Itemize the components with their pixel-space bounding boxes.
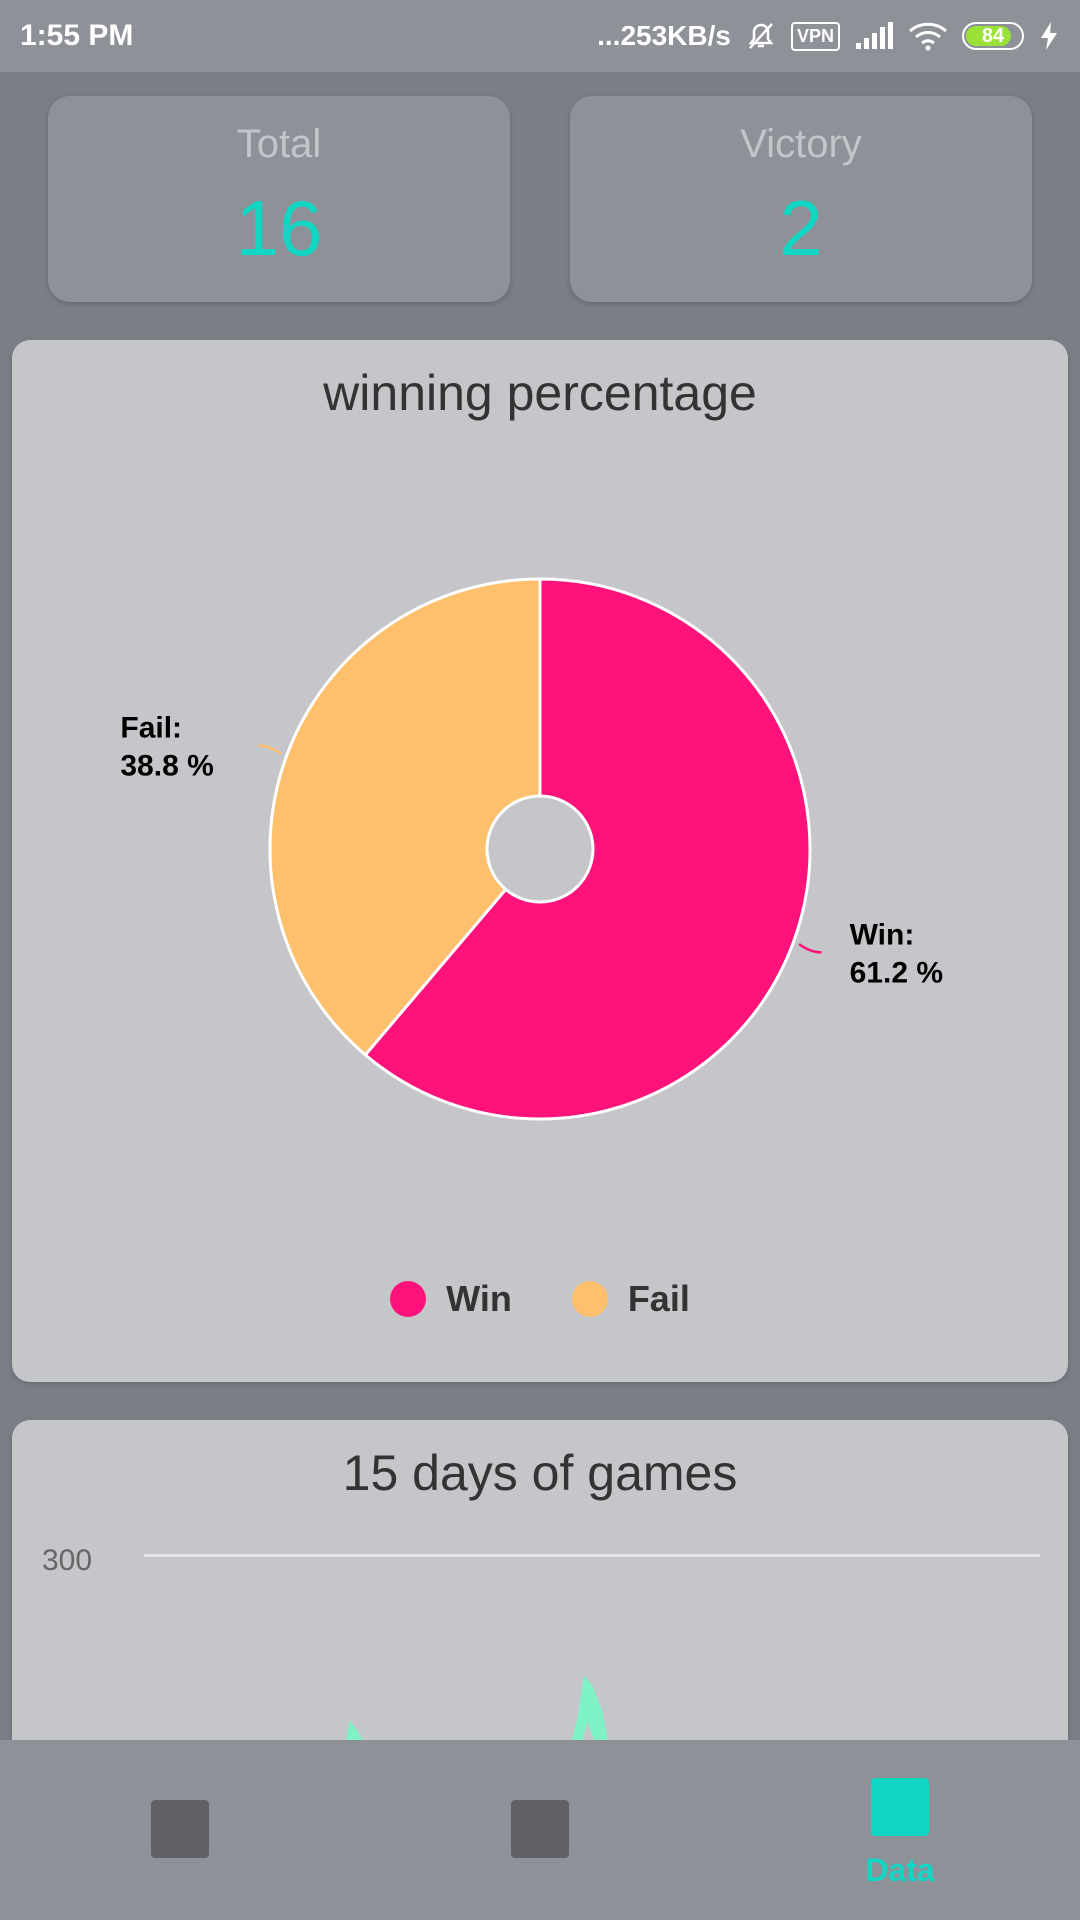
pie-slice-fail[interactable] xyxy=(268,577,542,1057)
network-speed: ...253KB/s xyxy=(597,20,731,51)
nav-data-label: Data xyxy=(865,1852,935,1888)
status-time: 1:55 PM xyxy=(20,19,134,52)
battery-icon: 84 xyxy=(962,22,1024,50)
status-bar: 1:55 PM ...253KB/s VPN 84 xyxy=(0,0,1080,72)
total-value: 16 xyxy=(235,184,323,272)
line-chart-title: 15 days of games xyxy=(342,1445,738,1501)
winning-percentage-card: winning percentage Win: 61.2 % Fail: 38.8 %… xyxy=(12,340,1068,1382)
pie-label-value: 61.2 % xyxy=(850,956,943,989)
battery-level: 84 xyxy=(981,24,1005,47)
pie-legend: Win Fail xyxy=(12,1278,1068,1320)
legend-dot xyxy=(571,1281,608,1317)
vpn-badge: VPN xyxy=(790,21,840,51)
nav-item-data[interactable]: Data xyxy=(720,1740,1080,1920)
legend-label: Win xyxy=(446,1278,512,1319)
legend-label: Fail xyxy=(627,1278,690,1319)
y-tick-label: 300 xyxy=(42,1544,93,1577)
nav-item-2[interactable] xyxy=(360,1740,720,1920)
pie-leader-line xyxy=(258,744,282,755)
legend-item-win[interactable]: Win xyxy=(390,1278,512,1320)
nav-item-1[interactable] xyxy=(0,1740,360,1920)
nav-square-icon xyxy=(151,1800,209,1858)
pie-chart: Win: 61.2 % Fail: 38.8 % xyxy=(120,577,943,1121)
mute-icon xyxy=(745,20,777,52)
nav-square-icon xyxy=(511,1800,569,1858)
pie-label-name: Win: xyxy=(850,918,915,951)
legend-dot xyxy=(390,1281,427,1317)
victory-card: Victory 2 xyxy=(570,96,1032,302)
status-icons: ...253KB/s VPN 84 xyxy=(597,20,1060,52)
legend-item-fail[interactable]: Fail xyxy=(571,1278,690,1320)
battery-fill xyxy=(966,26,1011,46)
pie-center-hole xyxy=(485,794,595,904)
charging-icon xyxy=(1038,21,1060,51)
pie-label-value: 38.8 % xyxy=(120,750,213,783)
victory-label: Victory xyxy=(740,122,862,166)
pie-leader-line xyxy=(798,943,822,954)
signal-icon xyxy=(854,21,894,51)
victory-value: 2 xyxy=(779,184,823,272)
pie-chart-title: winning percentage xyxy=(323,365,757,421)
wifi-icon xyxy=(908,21,948,51)
area-peak xyxy=(567,1676,612,1760)
total-label: Total xyxy=(236,122,322,166)
pie-label-name: Fail: xyxy=(120,712,182,745)
total-card: Total 16 xyxy=(48,96,510,302)
bottom-nav: Data xyxy=(0,1740,1080,1920)
grid-line xyxy=(144,1554,1040,1557)
nav-data-icon xyxy=(871,1778,929,1836)
